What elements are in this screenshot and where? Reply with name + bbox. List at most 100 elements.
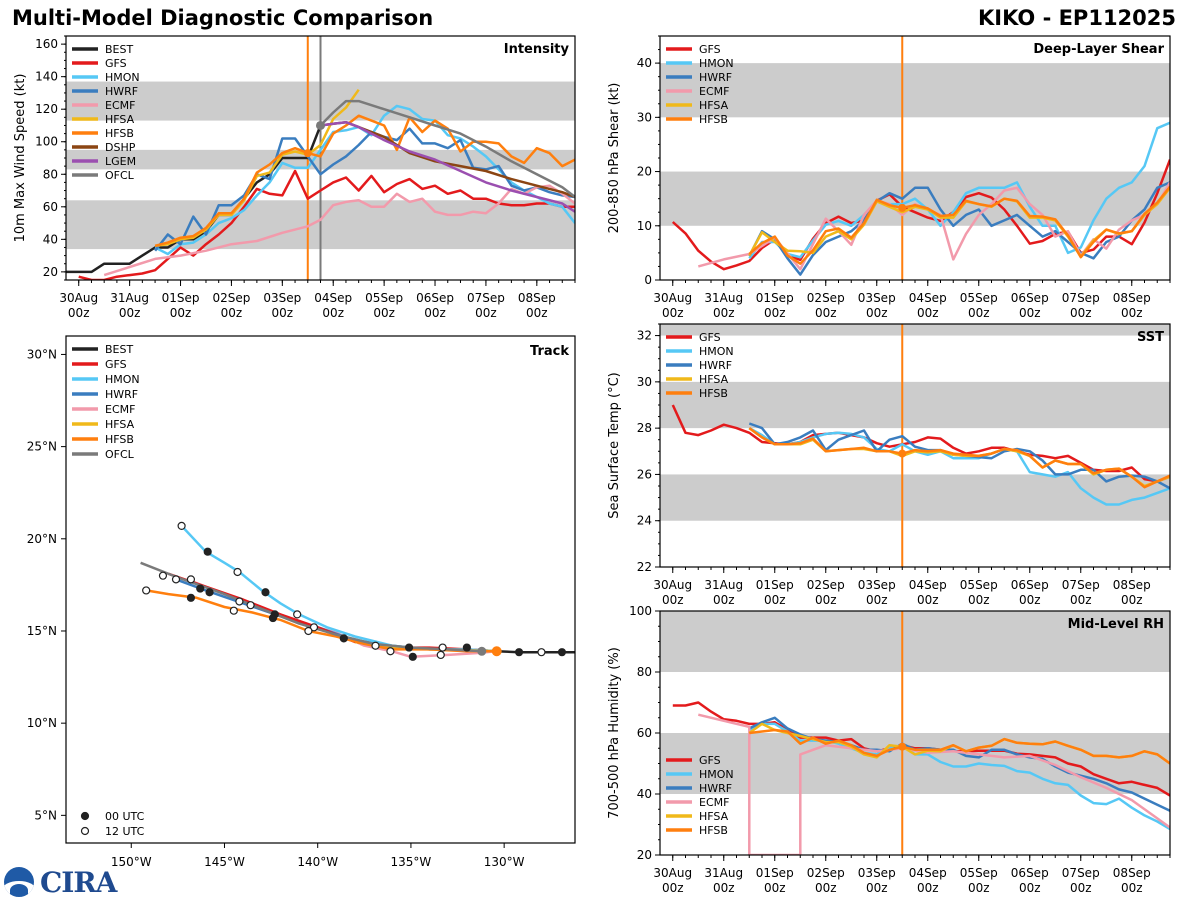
legend-label-gfs: GFS — [699, 754, 721, 767]
x-tick-label: 00z — [815, 881, 837, 895]
y-tick-label: 30°N — [27, 347, 57, 361]
x-tick-label: 03Sep — [263, 291, 301, 305]
threshold-band — [660, 733, 1170, 794]
panel-title: Intensity — [504, 42, 570, 57]
y-tick-label: 160 — [35, 37, 58, 51]
x-tick-label: 00z — [1121, 593, 1143, 607]
y-tick-label: 140 — [35, 70, 58, 84]
y-axis-label: 10m Max Wind Speed (kt) — [13, 74, 28, 243]
y-tick-label: 10 — [637, 219, 652, 233]
y-tick-label: 22 — [637, 560, 652, 574]
x-tick-label: 00z — [764, 306, 786, 320]
y-tick-label: 28 — [637, 421, 652, 435]
x-tick-label: 00z — [1019, 306, 1041, 320]
legend-label-dshp: DSHP — [105, 141, 136, 154]
series-ecmf — [698, 713, 1170, 855]
x-tick-label: 140°W — [297, 855, 338, 869]
legend-label-best: BEST — [105, 43, 133, 56]
legend-label-gfs: GFS — [699, 331, 721, 344]
x-tick-label: 00z — [866, 881, 888, 895]
x-tick-label: 07Sep — [1062, 578, 1100, 592]
panel-title: Deep-Layer Shear — [1033, 42, 1164, 57]
y-tick-label: 20 — [637, 165, 652, 179]
marker-00utc — [186, 593, 196, 602]
panel-title: Track — [530, 344, 569, 359]
x-tick-label: 00z — [662, 593, 684, 607]
marker-12utc — [229, 606, 238, 615]
x-tick-label: 00z — [815, 593, 837, 607]
legend-label-hfsa: HFSA — [699, 810, 729, 823]
panel-intensity: 2040608010012014016030Aug00z31Aug00z01Se… — [13, 35, 576, 320]
init-marker — [898, 203, 907, 212]
x-tick-label: 00z — [917, 593, 939, 607]
x-tick-label: 30Aug — [653, 291, 692, 305]
threshold-band — [660, 381, 1170, 429]
x-tick-label: 30Aug — [653, 866, 692, 880]
x-tick-label: 00z — [1019, 881, 1041, 895]
x-tick-label: 31Aug — [704, 578, 743, 592]
y-tick-label: 60 — [43, 200, 58, 214]
series-hmon — [748, 427, 1170, 506]
legend-label-hfsb: HFSB — [699, 113, 728, 126]
y-tick-label: 10°N — [27, 716, 57, 730]
x-tick-label: 06Sep — [1011, 291, 1049, 305]
x-tick-label: 31Aug — [704, 866, 743, 880]
series-lgem — [320, 120, 575, 213]
marker-00utc — [462, 643, 471, 652]
x-tick-label: 08Sep — [1113, 866, 1151, 880]
x-tick-label: 03Sep — [858, 866, 896, 880]
y-tick-label: 80 — [43, 167, 58, 181]
legend-marker-12utc — [80, 826, 90, 836]
legend-label-hwrf: HWRF — [105, 85, 138, 98]
legend-label-hwrf: HWRF — [699, 782, 732, 795]
threshold-band — [660, 474, 1170, 521]
x-tick-label: 30Aug — [59, 291, 98, 305]
y-tick-label: 5°N — [34, 808, 57, 822]
ofcl-marker — [316, 120, 325, 130]
marker-12utc — [537, 648, 546, 657]
series-gfs — [671, 404, 1170, 483]
y-tick-label: 40 — [637, 56, 652, 70]
series-gfs — [78, 169, 575, 280]
x-tick-label: 00z — [322, 306, 344, 320]
x-tick-label: 00z — [1070, 306, 1092, 320]
marker-00utc — [261, 588, 270, 597]
legend-label-hfsb: HFSB — [105, 433, 134, 446]
y-tick-label: 26 — [637, 467, 652, 481]
x-tick-label: 08Sep — [1113, 291, 1151, 305]
legend-label-best: BEST — [105, 343, 133, 356]
x-tick-label: 00z — [1070, 593, 1092, 607]
panel-title: Mid-Level RH — [1068, 617, 1164, 632]
marker-12utc — [371, 641, 380, 650]
x-tick-label: 07Sep — [467, 291, 505, 305]
x-tick-label: 00z — [866, 593, 888, 607]
legend-label-utc: 12 UTC — [105, 825, 145, 838]
track-hfsb — [145, 589, 497, 653]
legend-label-hfsa: HFSA — [105, 418, 135, 431]
legend-label-ofcl: OFCL — [105, 448, 135, 461]
legend-label-gfs: GFS — [105, 57, 127, 70]
marker-12utc — [246, 601, 255, 610]
x-tick-label: 00z — [968, 306, 990, 320]
legend-label-hwrf: HWRF — [699, 359, 732, 372]
y-tick-label: 15°N — [27, 624, 57, 638]
x-tick-label: 01Sep — [756, 291, 794, 305]
track-hmon — [180, 525, 497, 653]
y-tick-label: 20°N — [27, 532, 57, 546]
x-tick-label: 00z — [968, 881, 990, 895]
cira-logo: CIRA — [4, 866, 117, 899]
marker-12utc — [436, 650, 445, 660]
legend-label-hmon: HMON — [105, 71, 140, 84]
marker-00utc — [203, 547, 212, 556]
series-hfsb — [154, 114, 575, 248]
y-tick-label: 20 — [43, 265, 58, 279]
x-tick-label: 02Sep — [807, 866, 845, 880]
legend-label-hmon: HMON — [699, 57, 734, 70]
marker-12utc — [438, 643, 447, 652]
x-tick-label: 00z — [662, 881, 684, 895]
legend-label-lgem: LGEM — [105, 155, 136, 168]
panel-title: SST — [1137, 330, 1164, 345]
x-tick-label: 30Aug — [653, 578, 692, 592]
marker-00utc — [557, 648, 567, 657]
x-tick-label: 03Sep — [858, 578, 896, 592]
